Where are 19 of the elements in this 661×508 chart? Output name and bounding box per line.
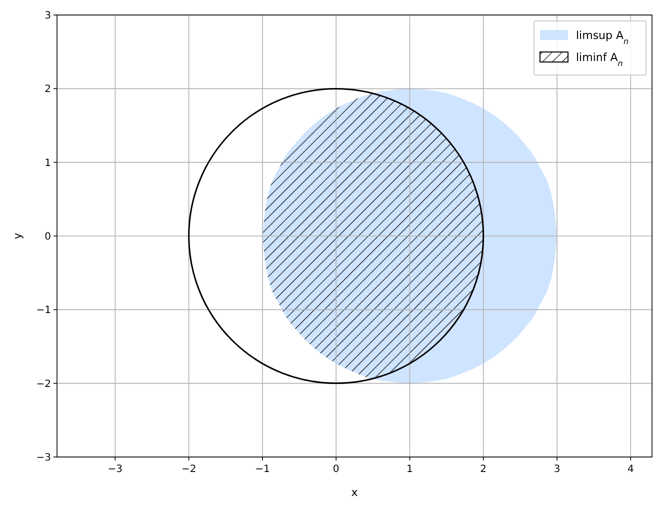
y-tick-label: 2 <box>44 84 51 96</box>
x-tick-label: 1 <box>406 464 413 475</box>
y-tick-label: −2 <box>36 378 51 390</box>
x-tick-label: −1 <box>255 464 270 475</box>
y-tick-label: 3 <box>44 10 51 22</box>
x-tick-label: 4 <box>627 464 634 475</box>
x-tick-label: 3 <box>554 464 560 475</box>
y-tick-label: 0 <box>44 232 51 242</box>
x-tick-label: 2 <box>480 464 487 475</box>
x-tick-label: −2 <box>181 464 196 475</box>
x-tick-label: 0 <box>332 464 340 475</box>
y-tick-label: −1 <box>36 305 51 316</box>
legend-label: limsup A$_{n}$ <box>576 29 629 46</box>
x-tick-label: −3 <box>108 464 123 475</box>
y-axis-title: y <box>11 232 24 240</box>
x-axis-title: x <box>351 486 358 499</box>
y-tick-label: −3 <box>36 452 51 464</box>
legend-label: liminf A$_{n}$ <box>576 51 623 68</box>
y-tick-label: 1 <box>44 158 51 169</box>
